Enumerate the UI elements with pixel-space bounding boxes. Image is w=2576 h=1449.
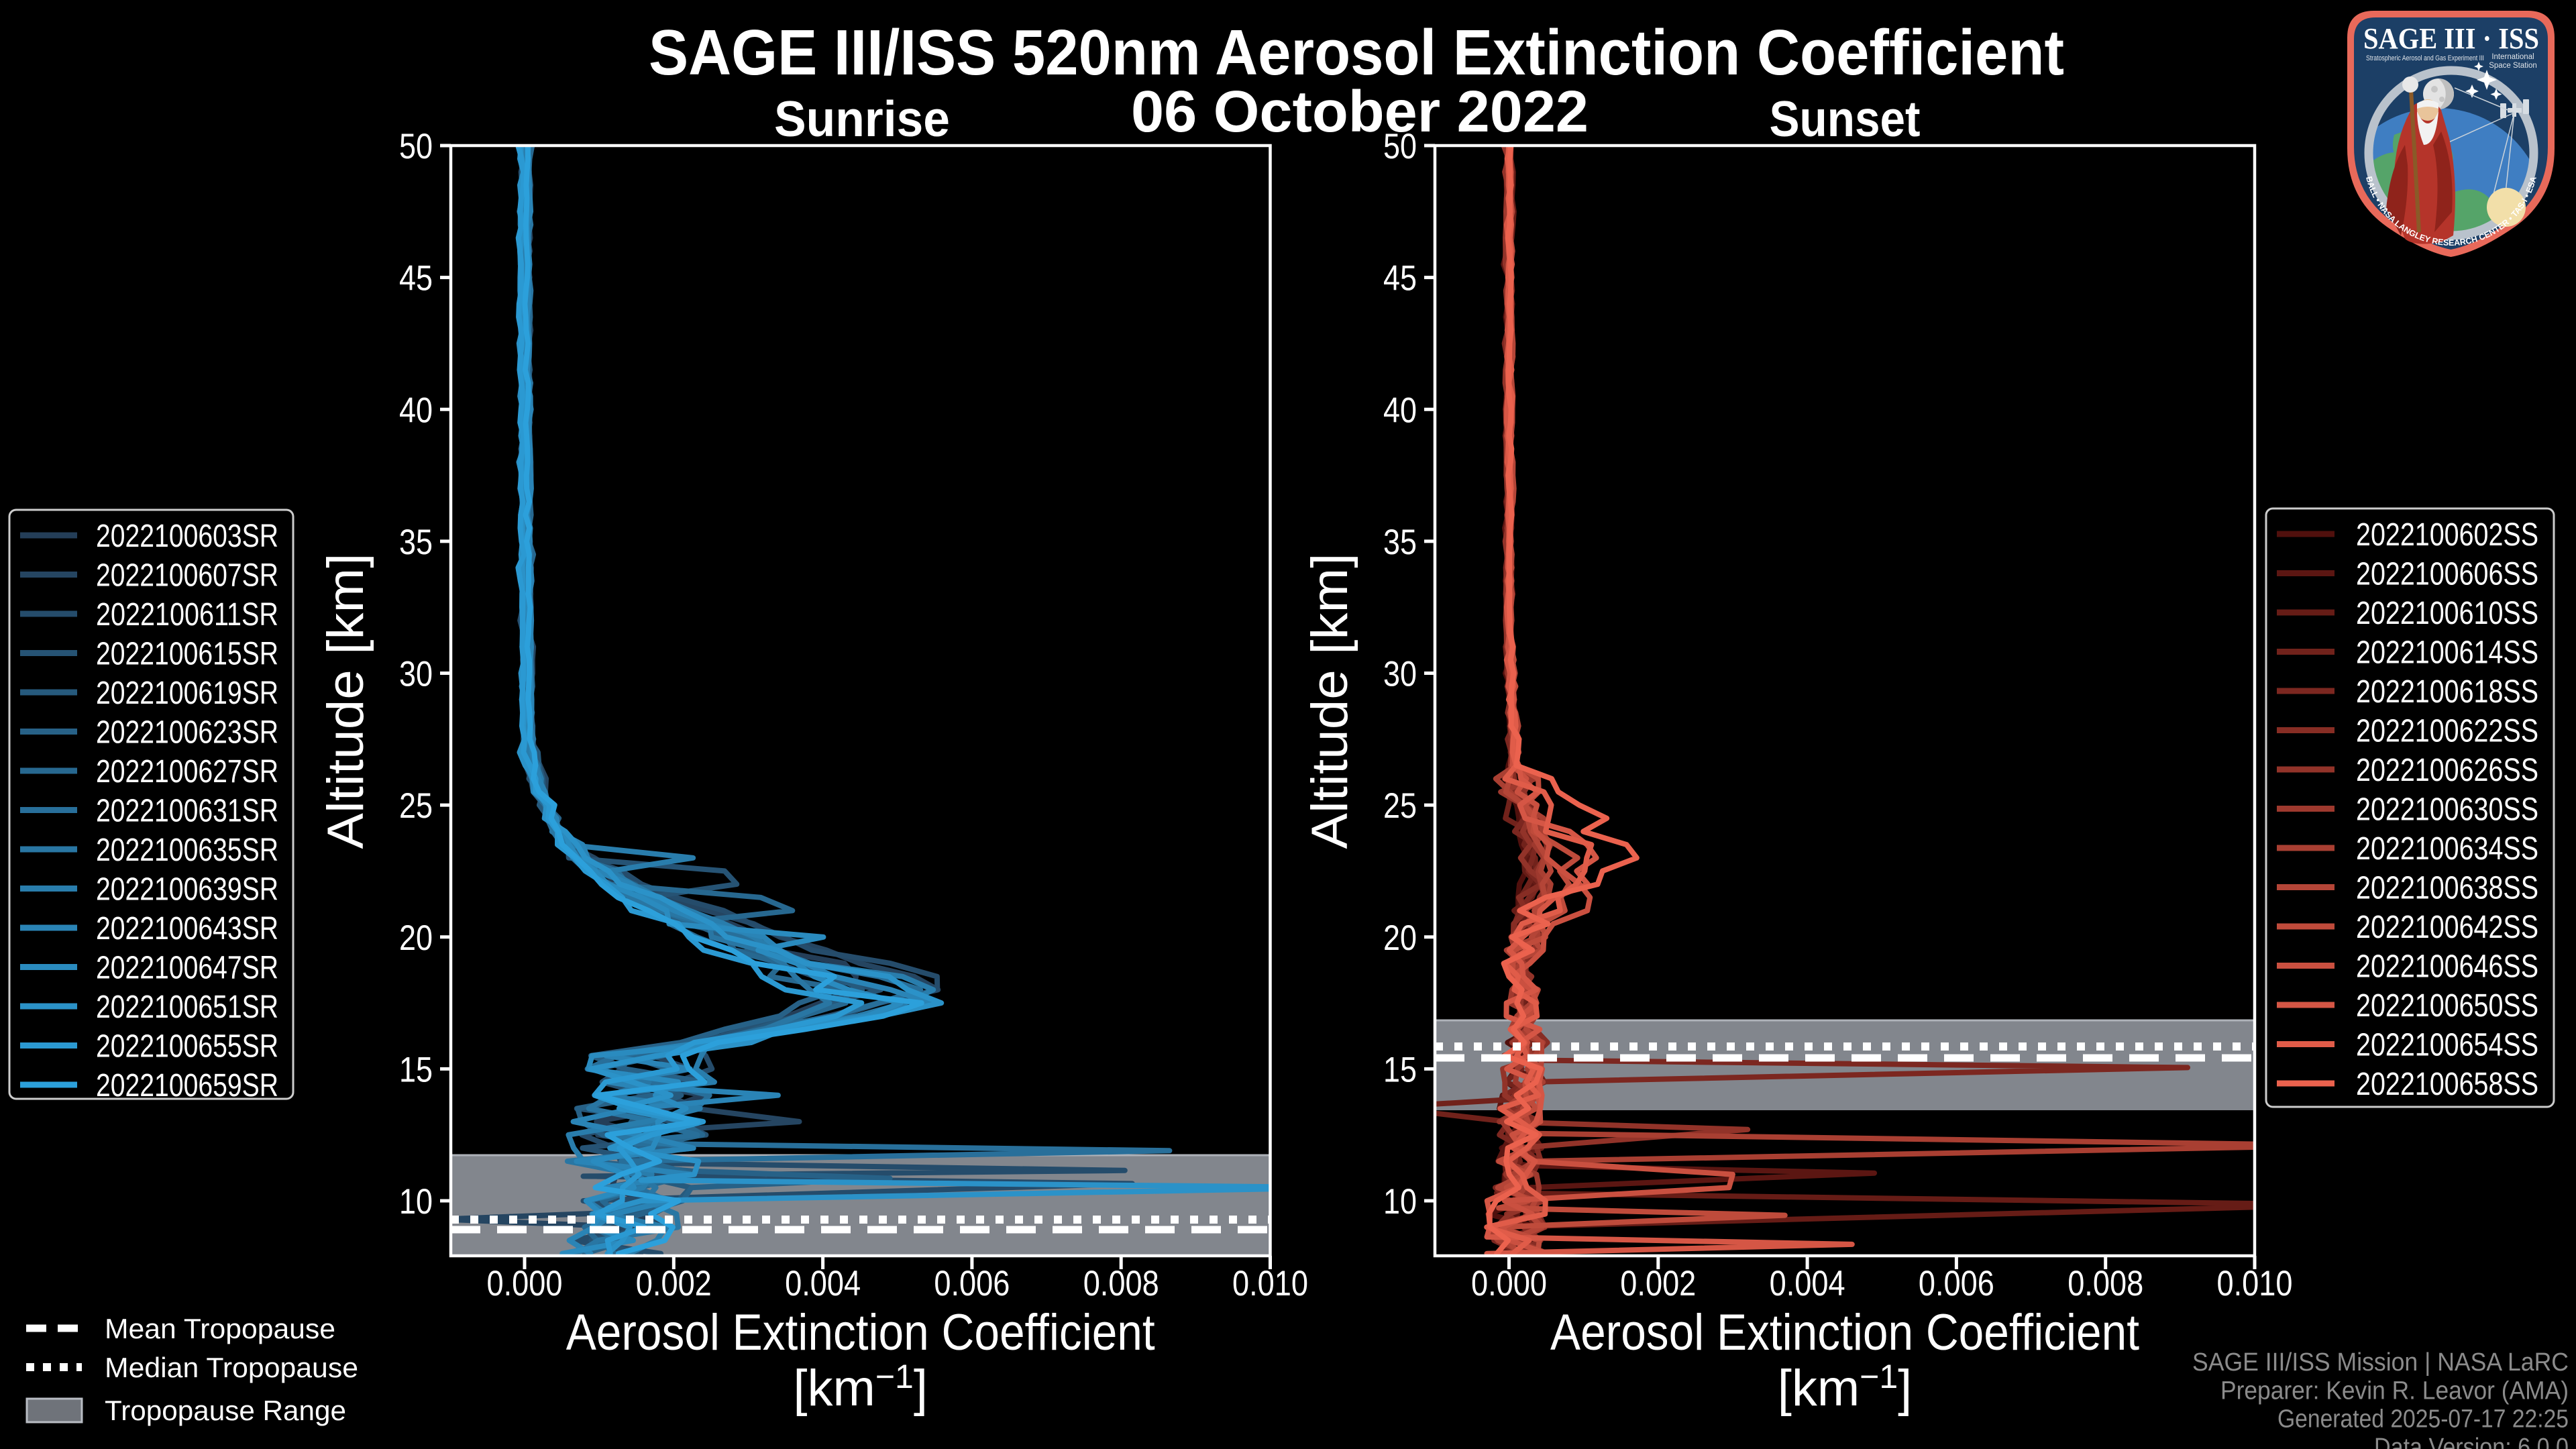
svg-text:2022100602SS: 2022100602SS: [2356, 517, 2538, 553]
svg-text:2022100634SS: 2022100634SS: [2356, 831, 2538, 867]
svg-text:2022100627SR: 2022100627SR: [96, 754, 278, 790]
svg-text:2022100650SS: 2022100650SS: [2356, 988, 2538, 1024]
svg-text:40: 40: [1383, 390, 1417, 430]
svg-text:Altitude [km]: Altitude [km]: [317, 553, 374, 849]
svg-text:40: 40: [399, 390, 433, 430]
svg-text:Aerosol Extinction Coefficient: Aerosol Extinction Coefficient: [566, 1304, 1155, 1361]
svg-text:2022100658SS: 2022100658SS: [2356, 1067, 2538, 1102]
svg-text:2022100622SS: 2022100622SS: [2356, 714, 2538, 749]
svg-text:Median Tropopause: Median Tropopause: [105, 1352, 358, 1383]
svg-text:2022100614SS: 2022100614SS: [2356, 635, 2538, 671]
svg-text:Sunset: Sunset: [1770, 91, 1921, 147]
svg-text:2022100654SS: 2022100654SS: [2356, 1028, 2538, 1063]
svg-text:Stratospheric Aerosol and Gas: Stratospheric Aerosol and Gas Experiment…: [2366, 54, 2484, 62]
svg-text:0.002: 0.002: [636, 1264, 712, 1303]
svg-text:0.010: 0.010: [2217, 1264, 2293, 1303]
svg-text:45: 45: [399, 259, 433, 299]
svg-text:30: 30: [1383, 655, 1417, 694]
svg-text:0.008: 0.008: [1083, 1264, 1159, 1303]
svg-text:0.008: 0.008: [2068, 1264, 2143, 1303]
svg-text:2022100655SR: 2022100655SR: [96, 1029, 278, 1065]
svg-text:10: 10: [399, 1182, 433, 1222]
svg-text:15: 15: [399, 1050, 433, 1089]
svg-text:50: 50: [399, 127, 433, 166]
svg-text:15: 15: [1383, 1050, 1417, 1089]
svg-text:50: 50: [1383, 127, 1417, 166]
svg-text:2022100631SR: 2022100631SR: [96, 794, 278, 829]
svg-text:Sunrise: Sunrise: [774, 91, 950, 147]
svg-text:0.006: 0.006: [1919, 1264, 1994, 1303]
svg-text:0.004: 0.004: [785, 1264, 861, 1303]
svg-text:2022100643SR: 2022100643SR: [96, 911, 278, 947]
svg-text:0.000: 0.000: [487, 1264, 563, 1303]
svg-text:Aerosol Extinction Coefficient: Aerosol Extinction Coefficient: [1550, 1304, 2139, 1361]
svg-text:0.006: 0.006: [934, 1264, 1010, 1303]
svg-text:Altitude [km]: Altitude [km]: [1301, 553, 1358, 849]
svg-text:Generated 2025-07-17 22:25: Generated 2025-07-17 22:25: [2277, 1405, 2569, 1434]
svg-text:35: 35: [1383, 523, 1417, 562]
svg-text:25: 25: [1383, 786, 1417, 826]
svg-text:30: 30: [399, 655, 433, 694]
svg-text:Space Station: Space Station: [2489, 62, 2537, 70]
svg-text:SAGE III/ISS Mission | NASA La: SAGE III/ISS Mission | NASA LaRC: [2192, 1348, 2569, 1377]
svg-text:2022100607SR: 2022100607SR: [96, 558, 278, 594]
svg-text:0.000: 0.000: [1471, 1264, 1547, 1303]
svg-text:2022100635SR: 2022100635SR: [96, 833, 278, 868]
svg-text:[km−1]: [km−1]: [793, 1358, 928, 1417]
svg-text:2022100610SS: 2022100610SS: [2356, 596, 2538, 631]
svg-text:2022100626SS: 2022100626SS: [2356, 753, 2538, 788]
svg-text:06 October 2022: 06 October 2022: [1131, 79, 1589, 144]
svg-text:2022100603SR: 2022100603SR: [96, 519, 278, 554]
svg-text:2022100615SR: 2022100615SR: [96, 637, 278, 672]
svg-text:2022100647SR: 2022100647SR: [96, 951, 278, 986]
svg-text:2022100619SR: 2022100619SR: [96, 676, 278, 711]
svg-text:2022100659SR: 2022100659SR: [96, 1068, 278, 1104]
svg-text:Preparer: Kevin R. Leavor (AMA: Preparer: Kevin R. Leavor (AMA): [2220, 1377, 2569, 1405]
svg-text:2022100611SR: 2022100611SR: [96, 597, 278, 633]
svg-text:Data Version: 6.0.0: Data Version: 6.0.0: [2374, 1434, 2569, 1449]
svg-text:35: 35: [399, 523, 433, 562]
svg-text:10: 10: [1383, 1182, 1417, 1222]
svg-text:2022100646SS: 2022100646SS: [2356, 949, 2538, 985]
svg-text:45: 45: [1383, 259, 1417, 299]
svg-text:25: 25: [399, 786, 433, 826]
svg-text:Tropopause Range: Tropopause Range: [105, 1395, 346, 1426]
svg-text:0.010: 0.010: [1232, 1264, 1308, 1303]
svg-text:SAGE III/ISS 520nm Aerosol Ext: SAGE III/ISS 520nm Aerosol Extinction Co…: [649, 17, 2064, 89]
svg-text:International: International: [2491, 53, 2534, 61]
svg-text:2022100642SS: 2022100642SS: [2356, 910, 2538, 945]
svg-text:0.002: 0.002: [1620, 1264, 1696, 1303]
svg-text:2022100618SS: 2022100618SS: [2356, 674, 2538, 710]
svg-text:Mean Tropopause: Mean Tropopause: [105, 1313, 335, 1344]
svg-text:2022100638SS: 2022100638SS: [2356, 871, 2538, 906]
svg-text:2022100651SR: 2022100651SR: [96, 989, 278, 1025]
svg-text:2022100606SS: 2022100606SS: [2356, 557, 2538, 592]
svg-text:20: 20: [399, 918, 433, 958]
svg-text:2022100623SR: 2022100623SR: [96, 715, 278, 751]
svg-text:2022100630SS: 2022100630SS: [2356, 792, 2538, 828]
svg-text:2022100639SR: 2022100639SR: [96, 872, 278, 908]
svg-text:0.004: 0.004: [1770, 1264, 1845, 1303]
svg-text:20: 20: [1383, 918, 1417, 958]
svg-text:SAGE III · ISS: SAGE III · ISS: [2363, 22, 2539, 55]
